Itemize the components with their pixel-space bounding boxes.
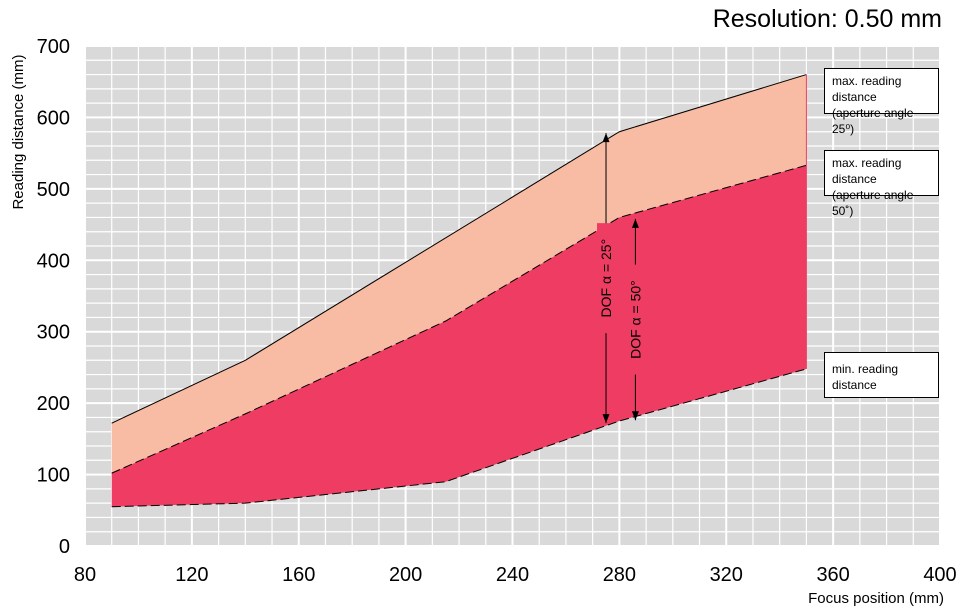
line-layer [111,74,807,508]
x-tick-label: 360 [816,564,849,586]
x-tick-label: 200 [389,564,422,586]
dof-label-background [597,223,616,334]
y-tick-label: 0 [59,536,70,558]
y-tick-label: 100 [37,465,70,487]
x-axis-label: Focus position (mm) [808,590,944,607]
x-tick-label: 160 [282,564,315,586]
annotation-layer: DOF α = 25° DOF α = 50° [597,133,645,424]
dof-label: DOF α = 50° [627,280,643,359]
y-tick-label: 700 [37,36,70,58]
legend-max-25-line2: (aperture angle 25⁰) [832,106,914,136]
area-dof-25 [111,74,807,474]
dof-arrowhead-top [631,218,639,228]
x-tick-label: 240 [496,564,529,586]
dof-arrowhead-bottom [602,414,610,424]
legend-max-50: max. reading distance (aperture angle 50… [824,150,939,218]
y-tick-label: 300 [37,322,70,344]
legend-max-50-line1: max. reading distance [832,156,902,186]
x-tick-label: 320 [710,564,743,586]
legend-max-50-line2: (aperture angle 50˚) [832,188,914,218]
line-max-50 [111,164,807,474]
area-dof-50 [111,165,807,507]
legend-min-line1: min. reading distance [832,362,899,392]
y-tick-label: 500 [37,179,70,201]
dof-arrowhead-bottom [631,411,639,421]
tick-layer: 80 120 160 200 240 280 320 360 400 0 100 200 300 400 5… [37,36,957,586]
x-tick-label: 400 [923,564,956,586]
line-max-25 [111,74,807,424]
dof-label: DOF α = 25° [598,239,614,318]
x-tick-label: 120 [175,564,208,586]
dof-label-background [626,264,645,375]
chart-title: Resolution: 0.50 mm [713,5,942,33]
area-layer [111,74,807,507]
legend-max-25: max. reading distance (aperture angle 25… [824,68,939,136]
x-tick-label: 280 [603,564,636,586]
y-tick-label: 600 [37,107,70,129]
y-axis-label: Reading distance (mm) [10,54,27,209]
legend-min: min. reading distance [824,352,939,398]
dof-arrowhead-top [602,133,610,143]
y-tick-label: 200 [37,393,70,415]
legend-max-25-line1: max. reading distance [832,74,902,104]
y-tick-label: 400 [37,250,70,272]
x-tick-label: 80 [74,564,96,586]
